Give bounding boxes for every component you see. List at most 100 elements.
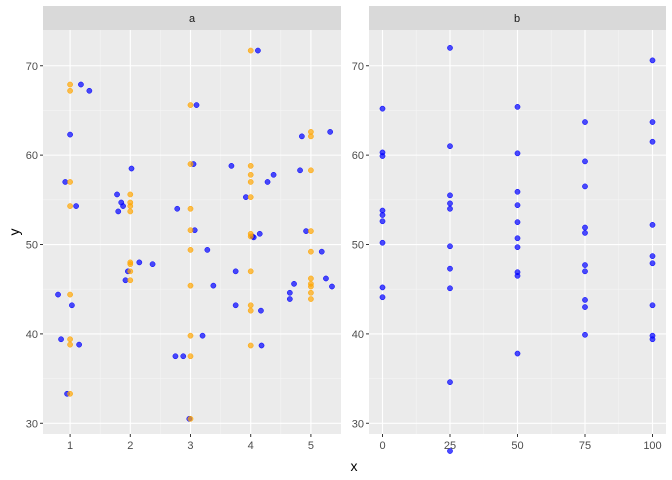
data-point [379, 294, 386, 301]
y-axis-title: y [6, 229, 22, 236]
data-point [379, 153, 386, 159]
data-point [247, 342, 254, 349]
data-point [514, 150, 521, 157]
data-point [329, 283, 335, 290]
data-point [649, 336, 656, 343]
y-tick-label: 50 [352, 240, 364, 252]
data-point [187, 282, 194, 289]
data-point [55, 291, 61, 298]
data-point [114, 191, 120, 198]
data-point [127, 261, 134, 268]
data-point [303, 228, 309, 234]
data-point [379, 105, 386, 112]
data-point [327, 129, 334, 135]
data-point [514, 219, 521, 226]
data-point [67, 291, 73, 298]
data-point [73, 203, 79, 209]
data-point [447, 192, 453, 199]
data-point [115, 208, 122, 215]
data-point [582, 119, 588, 125]
data-point [308, 228, 314, 234]
y-axis-panel-a: 30 40 50 60 70 [26, 61, 43, 430]
data-point [187, 415, 194, 422]
data-point [228, 163, 235, 169]
data-point [649, 222, 656, 228]
data-point [308, 283, 314, 290]
y-tick-label: 40 [26, 329, 38, 341]
data-point [247, 307, 254, 314]
data-point [58, 336, 64, 343]
data-point [67, 203, 73, 209]
data-point [582, 230, 588, 236]
panel-a-points [55, 47, 335, 422]
data-point [67, 131, 73, 138]
data-point [232, 302, 239, 309]
data-point [67, 87, 73, 94]
x-tick-label: 2 [127, 440, 133, 452]
data-point [308, 248, 314, 255]
x-tick-label: 1 [67, 440, 73, 452]
data-point [255, 47, 261, 54]
data-point [172, 353, 179, 360]
data-point [447, 379, 453, 386]
y-axis-panel-b: 30 40 50 60 70 [352, 61, 369, 430]
data-point [86, 87, 93, 94]
y-tick-label: 30 [352, 418, 364, 430]
panel-a-grid [43, 30, 341, 434]
data-point [447, 205, 453, 212]
data-point [286, 296, 293, 302]
data-point [379, 239, 386, 246]
data-point [247, 194, 254, 200]
x-tick-label: 50 [511, 440, 523, 452]
strip-a-background [43, 6, 341, 30]
data-point [264, 179, 271, 185]
data-point [187, 227, 194, 234]
data-point [127, 208, 134, 215]
x-tick-label: 3 [187, 440, 193, 452]
data-point [174, 205, 181, 212]
data-point [127, 191, 134, 198]
data-point [204, 247, 211, 253]
data-point [78, 81, 84, 88]
data-point [514, 188, 521, 195]
data-point [308, 275, 314, 282]
data-point [379, 218, 386, 225]
data-point [247, 302, 254, 309]
data-point [447, 243, 453, 250]
data-point [286, 289, 293, 296]
x-tick-label: 25 [444, 440, 456, 452]
data-point [258, 342, 265, 349]
data-point [649, 260, 656, 267]
data-point [67, 81, 73, 88]
data-point [187, 161, 194, 167]
data-point [447, 200, 453, 207]
panel-a-x-ticks: 1 2 3 4 5 [67, 434, 314, 452]
data-point [582, 268, 588, 275]
panel-b-points [379, 45, 656, 454]
data-point [136, 259, 143, 266]
x-tick-label: 4 [248, 440, 254, 452]
data-point [299, 133, 305, 140]
data-point [649, 253, 656, 259]
data-point [232, 268, 239, 275]
data-point [582, 297, 588, 303]
data-point [180, 353, 187, 360]
data-point [199, 332, 206, 339]
x-tick-label: 0 [379, 440, 385, 452]
data-point [514, 235, 521, 242]
data-point [582, 224, 588, 231]
facet-panel-a: a 1 2 3 4 5 [43, 6, 341, 452]
data-point [187, 332, 194, 339]
data-point [379, 284, 386, 291]
data-point [193, 102, 200, 108]
data-point [649, 138, 656, 145]
data-point [67, 390, 73, 397]
data-point [67, 341, 73, 348]
data-point [149, 261, 156, 268]
data-point [258, 307, 264, 314]
data-point [69, 302, 75, 309]
data-point [514, 350, 521, 357]
data-point [76, 341, 82, 348]
strip-a-label: a [189, 13, 196, 25]
